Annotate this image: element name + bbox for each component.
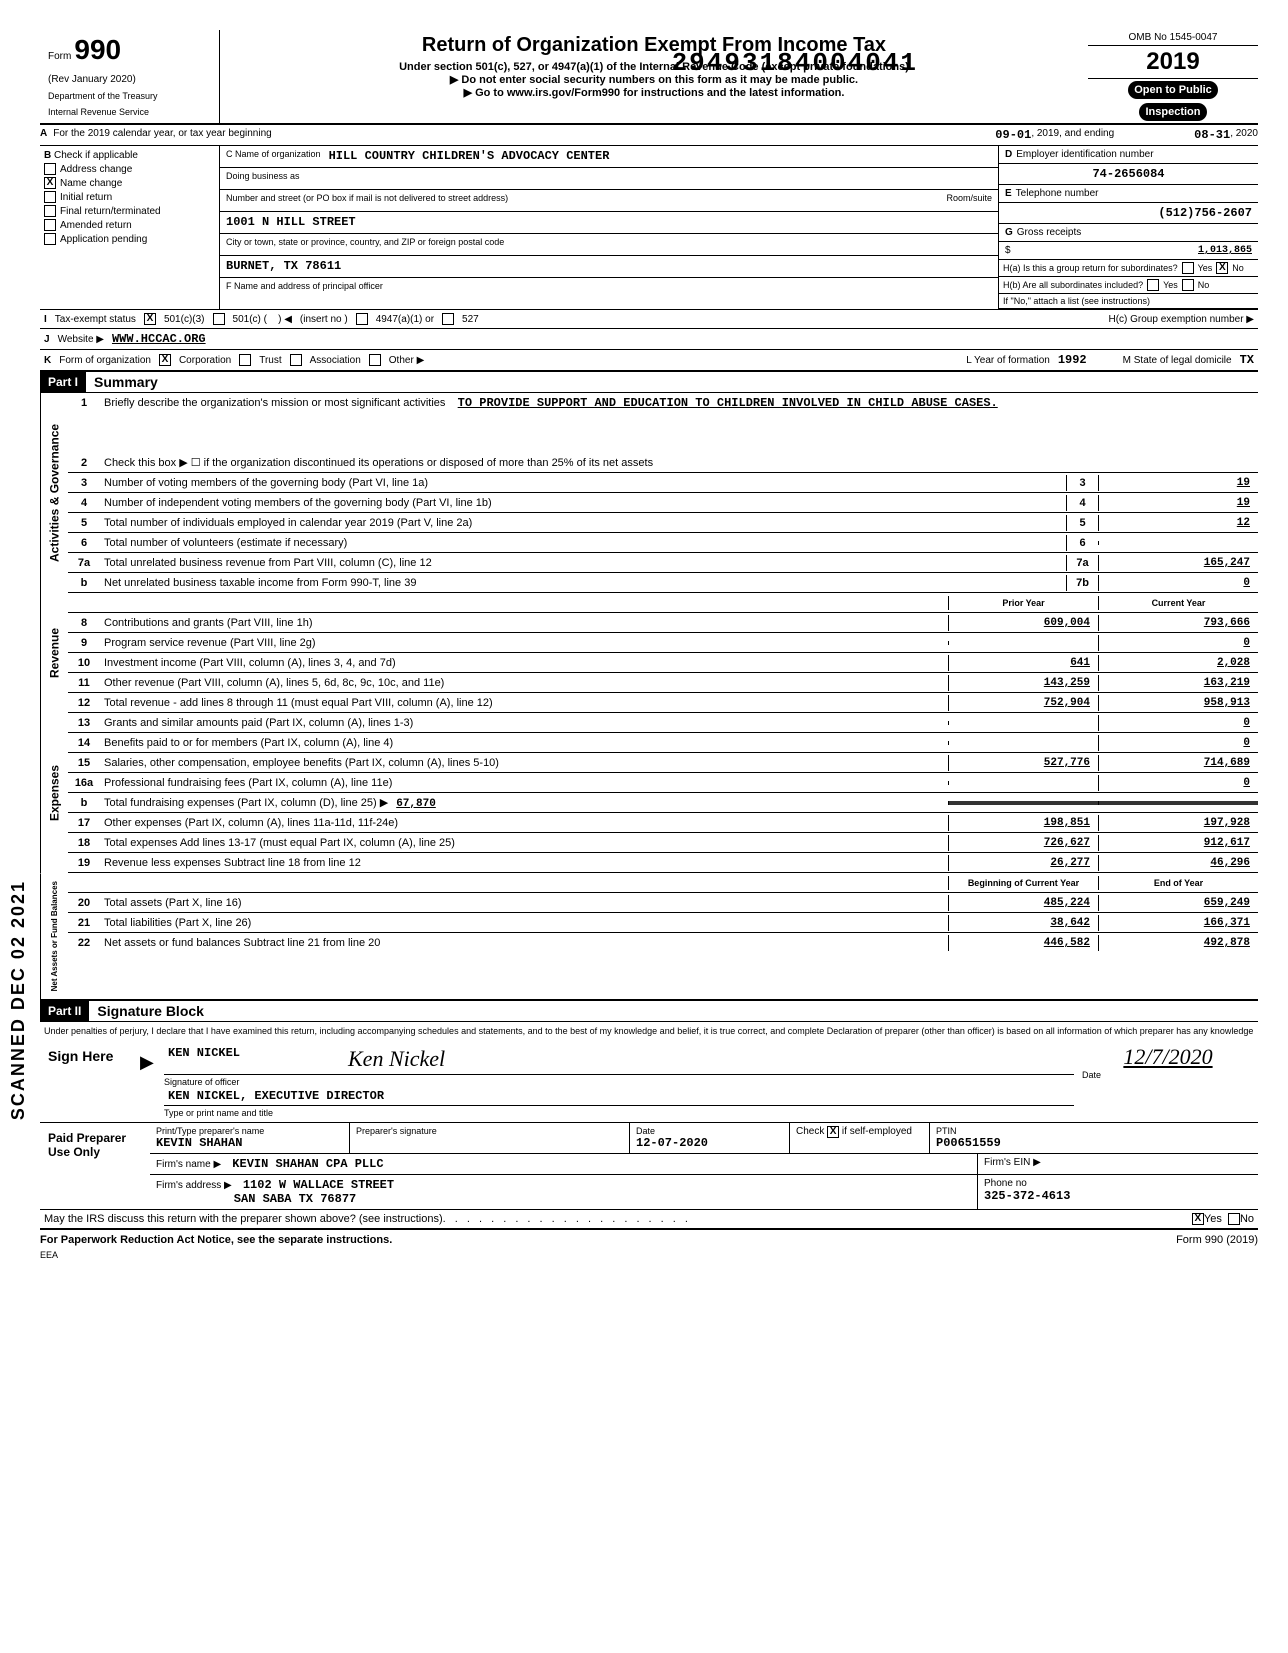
row-a-tax-year: A For the 2019 calendar year, or tax yea… <box>40 125 1258 146</box>
chk-initial-return[interactable] <box>44 191 56 203</box>
chk-address-change[interactable] <box>44 163 56 175</box>
chk-discuss-no[interactable] <box>1228 1213 1240 1225</box>
part2-header: Part II Signature Block <box>40 1001 1258 1022</box>
firm-name: KEVIN SHAHAN CPA PLLC <box>232 1157 383 1171</box>
chk-final-return[interactable] <box>44 205 56 217</box>
ein: 74-2656084 <box>1005 167 1252 181</box>
preparer-name: KEVIN SHAHAN <box>156 1136 242 1150</box>
footer: For Paperwork Reduction Act Notice, see … <box>40 1230 1258 1250</box>
officer-title: KEN NICKEL, EXECUTIVE DIRECTOR <box>168 1089 384 1103</box>
form-number: 990 <box>74 34 121 65</box>
phone: (512)756-2607 <box>1005 206 1252 220</box>
chk-name-change[interactable]: X <box>44 177 56 189</box>
website-url: WWW.HCCAC.ORG <box>112 332 206 346</box>
row-i-tax-status: ITax-exempt status X 501(c)(3) 501(c) ( … <box>40 310 1258 329</box>
chk-501c3[interactable]: X <box>144 313 156 325</box>
section-b-through-g: B Check if applicable Address change XNa… <box>40 146 1258 310</box>
chk-corporation[interactable]: X <box>159 354 171 366</box>
preparer-date: 12-07-2020 <box>636 1136 708 1150</box>
sign-here-block: Sign Here ▶ KEN NICKEL Ken Nickel Signat… <box>40 1040 1258 1123</box>
dept-treasury: Department of the Treasury <box>48 91 211 101</box>
perjury-statement: Under penalties of perjury, I declare th… <box>40 1022 1258 1040</box>
row-j-website: JWebsite ▶ WWW.HCCAC.ORG <box>40 329 1258 350</box>
scanned-stamp: SCANNED DEC 02 2021 <box>8 880 29 1120</box>
instruction-url: ▶ Go to www.irs.gov/Form990 for instruct… <box>224 86 1084 99</box>
form-header: Form 990 (Rev January 2020) Department o… <box>40 30 1258 125</box>
chk-app-pending[interactable] <box>44 233 56 245</box>
year-formation: 1992 <box>1058 353 1087 367</box>
section-activities-governance: Activities & Governance 1Briefly describ… <box>40 393 1258 593</box>
line16b-inline: 67,870 <box>396 798 436 810</box>
firm-address-2: SAN SABA TX 76877 <box>234 1192 356 1206</box>
form-label: Form <box>48 51 71 62</box>
eea-mark: EEA <box>40 1250 1258 1260</box>
mission-text: TO PROVIDE SUPPORT AND EDUCATION TO CHIL… <box>458 396 998 410</box>
firm-phone: 325-372-4613 <box>984 1189 1070 1203</box>
tax-year: 2019 <box>1088 46 1258 79</box>
firm-address-1: 1102 W WALLACE STREET <box>243 1178 394 1192</box>
officer-signature: Ken Nickel <box>348 1046 445 1072</box>
line5-value: 12 <box>1098 515 1258 531</box>
dln-number: 29493184004041 <box>672 48 918 78</box>
form-title: Return of Organization Exempt From Incom… <box>224 34 1084 57</box>
gross-receipts: 1,013,865 <box>1129 245 1253 256</box>
badge-inspection: Inspection <box>1139 103 1206 121</box>
discuss-row: May the IRS discuss this return with the… <box>40 1210 1258 1230</box>
line3-value: 19 <box>1098 475 1258 491</box>
city-state-zip: BURNET, TX 78611 <box>226 259 341 274</box>
part1-header: Part I Summary <box>40 372 1258 393</box>
line7b-value: 0 <box>1098 575 1258 591</box>
line4-value: 19 <box>1098 495 1258 511</box>
officer-name-print: KEN NICKEL <box>168 1046 348 1072</box>
instruction-ssn: ▶ Do not enter social security numbers o… <box>224 73 1084 86</box>
ptin: P00651559 <box>936 1136 1001 1150</box>
row-k-form-org: KForm of organization X Corporation Trus… <box>40 350 1258 372</box>
sign-date: 12/7/2020 <box>1082 1044 1254 1070</box>
badge-public: Open to Public <box>1128 81 1218 99</box>
chk-self-employed[interactable]: X <box>827 1126 839 1138</box>
dept-irs: Internal Revenue Service <box>48 107 211 117</box>
paid-preparer-block: Paid Preparer Use Only Print/Type prepar… <box>40 1123 1258 1210</box>
omb-number: OMB No 1545-0047 <box>1088 30 1258 46</box>
line7a-value: 165,247 <box>1098 555 1258 571</box>
street-address: 1001 N HILL STREET <box>226 215 356 230</box>
revision: (Rev January 2020) <box>48 74 211 85</box>
chk-amended[interactable] <box>44 219 56 231</box>
form-subtitle: Under section 501(c), 527, or 4947(a)(1)… <box>224 61 1084 73</box>
org-name: HILL COUNTRY CHILDREN'S ADVOCACY CENTER <box>329 149 610 164</box>
state-domicile: TX <box>1240 353 1254 367</box>
chk-discuss-yes[interactable]: X <box>1192 1213 1204 1225</box>
